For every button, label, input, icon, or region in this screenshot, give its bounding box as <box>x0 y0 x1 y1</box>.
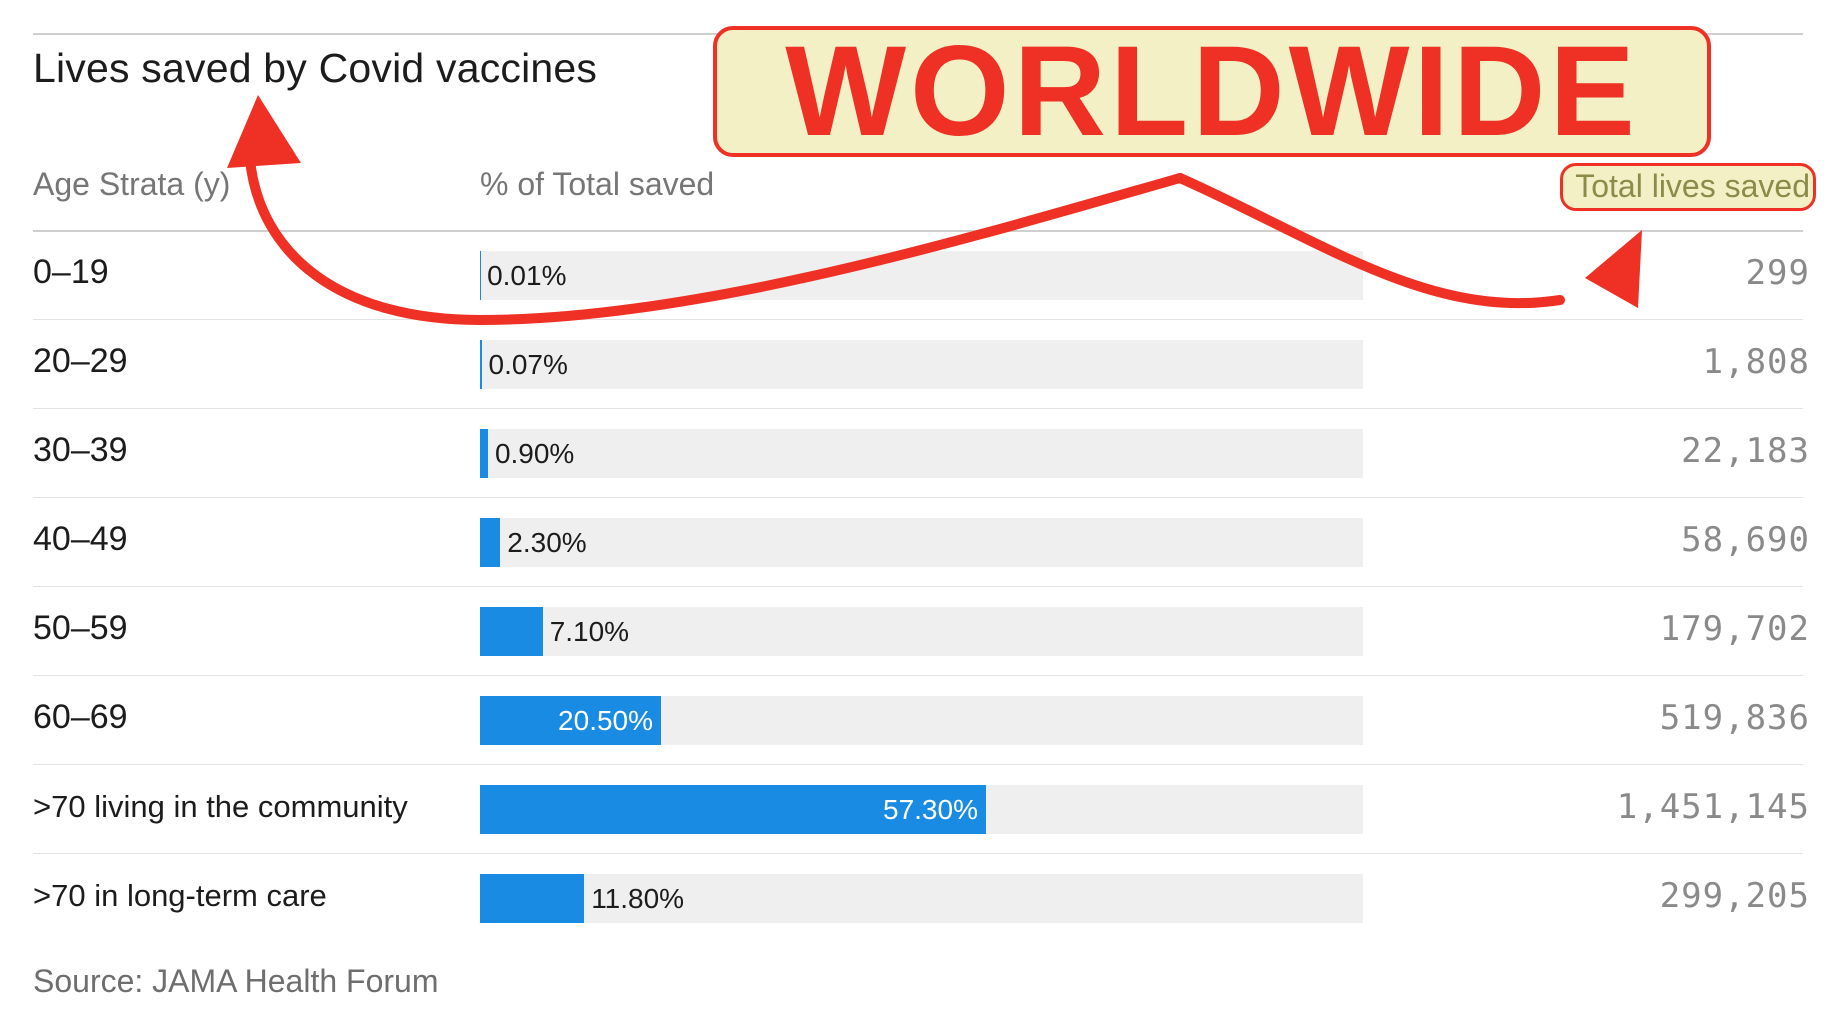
bar-fill <box>480 696 661 745</box>
chart-title: Lives saved by Covid vaccines <box>33 45 598 91</box>
percent-label: 7.10% <box>549 616 630 647</box>
total-lives-value: 1,808 <box>1702 342 1810 382</box>
age-strata-label: 20–29 <box>33 342 128 380</box>
percent-label: 11.80% <box>591 883 685 914</box>
row-divider <box>33 853 1803 854</box>
percent-label: 2.30% <box>507 527 587 558</box>
table-row: 20–29 0.07% 1,808 <box>0 320 1832 409</box>
bar-track: 7.10% <box>480 607 1363 656</box>
age-strata-label: >70 in long-term care <box>33 878 327 913</box>
row-divider <box>33 586 1803 587</box>
source-note: Source: JAMA Health Forum <box>33 963 439 999</box>
age-strata-label: 40–49 <box>33 520 128 558</box>
total-lives-value: 179,702 <box>1659 609 1810 649</box>
age-strata-label: 50–59 <box>33 609 128 647</box>
table-row: 50–59 7.10% 179,702 <box>0 587 1832 676</box>
percent-label: 57.30% <box>883 794 978 825</box>
table-row: >70 in long-term care 11.80% 299,205 <box>0 854 1832 943</box>
header-percent-saved: % of Total saved <box>480 166 715 202</box>
total-lives-value: 58,690 <box>1681 520 1810 560</box>
bar-track: 20.50% <box>480 696 1363 745</box>
row-divider <box>33 497 1803 498</box>
percent-label: 20.50% <box>558 705 654 736</box>
table-row: 0–19 0.01% 299 <box>0 231 1832 320</box>
bar-fill <box>480 607 543 656</box>
table-row: 30–39 0.90% 22,183 <box>0 409 1832 498</box>
header-total-lives: Total lives saved <box>1575 168 1810 204</box>
worldwide-annotation: WORLDWIDE <box>785 20 1639 163</box>
age-strata-label: 30–39 <box>33 431 128 469</box>
worldwide-highlight-box <box>713 26 1711 157</box>
percent-label: 0.90% <box>494 438 575 469</box>
bar-track: 57.30% <box>480 785 1363 834</box>
bar-track: 0.07% <box>480 340 1363 389</box>
total-lives-value: 519,836 <box>1659 698 1810 738</box>
total-lives-value: 299 <box>1745 253 1810 293</box>
percent-label: 0.01% <box>487 260 567 291</box>
row-divider <box>33 764 1803 765</box>
bar-fill <box>480 874 585 923</box>
left-arrow-head-icon <box>227 95 301 168</box>
age-strata-label: 60–69 <box>33 698 128 736</box>
bar-track: 0.90% <box>480 429 1363 478</box>
header-age-strata: Age Strata (y) <box>33 166 231 202</box>
table-row: >70 living in the community 57.30% 1,451,1… <box>0 765 1832 854</box>
row-divider <box>33 675 1803 676</box>
bar-fill <box>480 518 501 567</box>
bar-track: 11.80% <box>480 874 1363 923</box>
bar-fill <box>480 785 986 834</box>
table-row: 60–69 20.50% 519,836 <box>0 676 1832 765</box>
total-lives-value: 22,183 <box>1681 431 1810 471</box>
table-row: 40–49 2.30% 58,690 <box>0 498 1832 587</box>
row-divider <box>33 408 1803 409</box>
total-lives-value: 1,451,145 <box>1616 787 1810 827</box>
bar-track: 2.30% <box>480 518 1363 567</box>
percent-label: 0.07% <box>488 349 568 380</box>
total-lives-value: 299,205 <box>1659 876 1810 916</box>
bar-fill <box>480 340 482 389</box>
bar-track: 0.01% <box>480 251 1363 300</box>
age-strata-label: 0–19 <box>33 253 109 291</box>
bar-fill <box>480 429 488 478</box>
age-strata-label: >70 living in the community <box>33 789 408 824</box>
